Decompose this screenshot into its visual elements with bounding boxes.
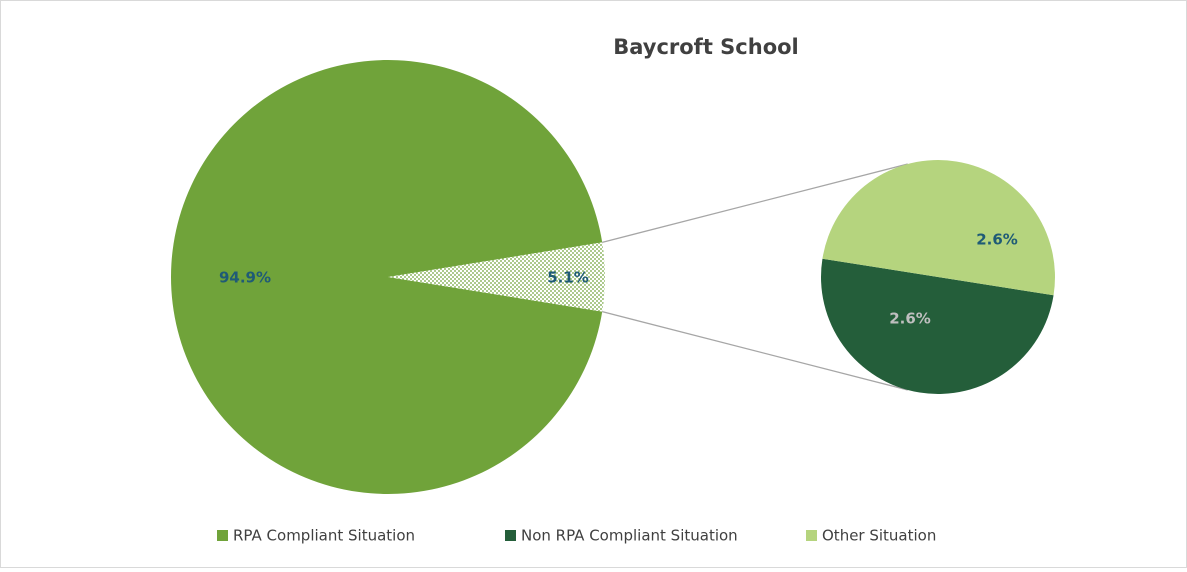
connector [602,163,908,244]
chart-title: Baycroft School [613,35,799,59]
legend-swatch [505,530,516,541]
pie-slice [822,160,1055,296]
legend-label: Other Situation [822,527,936,545]
data-label: 2.6% [976,231,1018,249]
legend-swatch [806,530,817,541]
legend-label: RPA Compliant Situation [233,527,415,545]
pie-slice [171,60,603,495]
legend-label: Non RPA Compliant Situation [521,527,738,545]
legend-swatch [217,530,228,541]
pie-slice [388,242,605,312]
connector [602,310,908,391]
data-label: 2.6% [889,310,931,328]
data-label: 94.9% [219,269,271,287]
data-label: 5.1% [547,269,589,287]
pie-slice [821,258,1054,394]
